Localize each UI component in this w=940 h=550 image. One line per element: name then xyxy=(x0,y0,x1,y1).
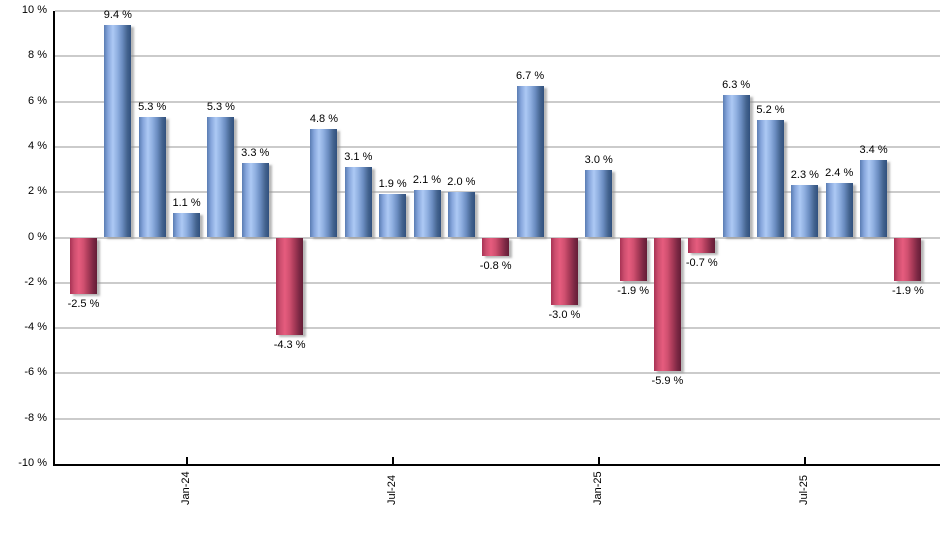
x-axis-tick xyxy=(803,457,806,466)
y-axis-tick-label: -8 % xyxy=(24,411,47,424)
positive-return-bar xyxy=(310,128,338,238)
positive-return-bar xyxy=(722,94,750,238)
bar-value-label: 1.1 % xyxy=(172,196,201,209)
bar-value-label: 1.9 % xyxy=(378,178,407,191)
bar-value-label: -1.9 % xyxy=(891,284,924,297)
negative-return-bar xyxy=(550,237,578,306)
bar-value-label: -5.9 % xyxy=(651,375,684,388)
y-axis-tick-label: 8 % xyxy=(28,49,47,62)
positive-return-bar xyxy=(207,117,235,238)
bar-value-label: 2.0 % xyxy=(447,176,476,189)
positive-return-bar xyxy=(413,189,441,238)
x-axis-tick-label: Jul-24 xyxy=(385,475,398,505)
bar-value-label: 3.3 % xyxy=(241,146,270,159)
gridline--8 xyxy=(55,417,940,420)
x-axis-tick-label: Jan-24 xyxy=(179,471,192,505)
bar-value-label: -2.5 % xyxy=(67,298,100,311)
bar-value-label: -4.3 % xyxy=(273,338,306,351)
gridline-4 xyxy=(55,145,940,148)
x-axis-tick xyxy=(597,457,600,466)
positive-return-bar xyxy=(173,212,201,238)
bar-value-label: 9.4 % xyxy=(103,8,132,21)
bar-value-label: 2.3 % xyxy=(790,169,819,182)
negative-return-bar xyxy=(894,237,922,281)
x-axis-tick xyxy=(185,457,188,466)
positive-return-bar xyxy=(860,160,888,238)
bar-value-label: 3.1 % xyxy=(344,151,373,164)
bar-value-label: -1.9 % xyxy=(617,284,649,297)
negative-return-bar xyxy=(70,237,97,295)
bar-value-label: 4.8 % xyxy=(309,112,338,125)
bar-value-label: -0.8 % xyxy=(479,259,512,272)
bar-value-label: 6.7 % xyxy=(515,69,545,82)
y-axis-tick-label: -6 % xyxy=(24,366,47,379)
y-axis-tick-label: 10 % xyxy=(21,4,47,16)
gridline-6 xyxy=(55,100,940,103)
positive-return-bar xyxy=(516,85,544,238)
x-axis-tick-label: Jul-25 xyxy=(797,475,810,505)
positive-return-bar xyxy=(585,169,613,238)
y-axis-tick-label: -10 % xyxy=(18,457,47,469)
bar-value-label: 2.1 % xyxy=(412,173,442,186)
positive-return-bar xyxy=(791,185,819,238)
positive-return-bar xyxy=(757,119,784,238)
y-axis-tick-label: -4 % xyxy=(24,321,47,334)
y-axis-tick-label: 0 % xyxy=(28,230,47,243)
positive-return-bar xyxy=(344,167,372,238)
negative-return-bar xyxy=(688,237,716,254)
y-axis-tick-label: 4 % xyxy=(28,139,47,152)
positive-return-bar xyxy=(825,183,853,238)
negative-return-bar xyxy=(276,237,304,335)
x-axis-tick xyxy=(391,457,394,466)
gridline-2 xyxy=(55,191,940,194)
positive-return-bar xyxy=(379,194,407,238)
bar-value-label: 2.4 % xyxy=(825,167,854,180)
positive-return-bar xyxy=(447,192,475,238)
y-axis-tick-label: 2 % xyxy=(28,185,47,198)
gridline--4 xyxy=(55,327,940,330)
bar-value-label: -3.0 % xyxy=(548,309,581,322)
y-axis-tick-label: -2 % xyxy=(24,275,47,288)
bar-value-label: 3.4 % xyxy=(859,144,888,157)
gridline-10 xyxy=(55,10,940,12)
bar-value-label: -0.7 % xyxy=(685,257,718,270)
plot-area: -2.5 % 9.4 % 5.3 % 1.1 % 5.3 % 3.3 % -4.3 % 4.8… xyxy=(53,8,940,466)
positive-return-bar xyxy=(104,24,132,238)
bar-value-label: 6.3 % xyxy=(722,78,751,91)
x-axis-tick-label: Jan-25 xyxy=(591,471,604,505)
negative-return-bar xyxy=(619,237,647,281)
bar-value-label: 3.0 % xyxy=(584,153,613,166)
bar-value-label: 5.2 % xyxy=(756,103,785,116)
positive-return-bar xyxy=(138,117,166,238)
gridline--6 xyxy=(55,372,940,375)
bar-value-label: 5.3 % xyxy=(206,101,235,114)
bar-value-label: 5.3 % xyxy=(138,101,167,114)
positive-return-bar xyxy=(241,162,269,238)
negative-return-bar xyxy=(482,237,510,256)
negative-return-bar xyxy=(653,237,681,372)
y-axis-tick-label: 6 % xyxy=(28,94,47,107)
gridline-8 xyxy=(55,55,940,58)
gridline--2 xyxy=(55,281,940,284)
